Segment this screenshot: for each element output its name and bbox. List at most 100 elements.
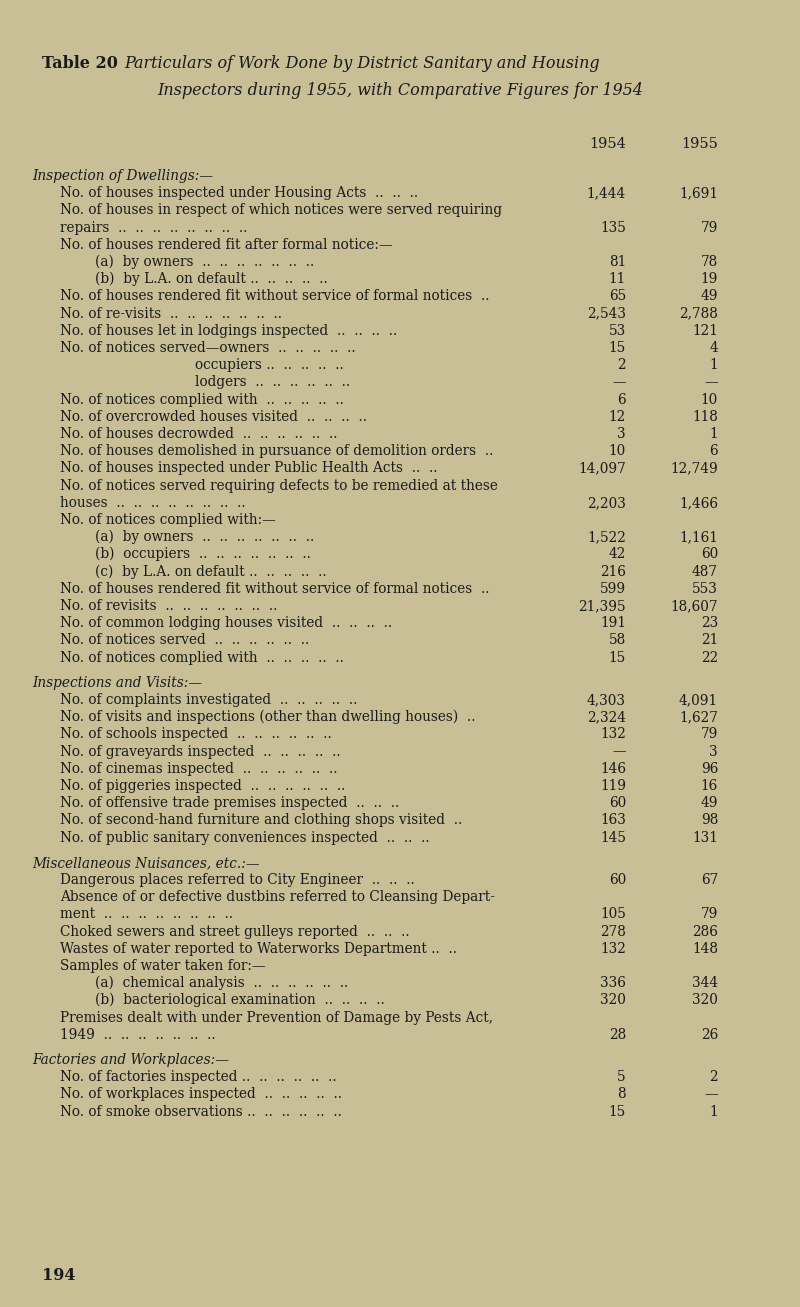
Text: No. of re-visits  ..  ..  ..  ..  ..  ..  ..: No. of re-visits .. .. .. .. .. .. .. — [60, 307, 282, 320]
Text: Inspectors during 1955, with Comparative Figures for 1954: Inspectors during 1955, with Comparative… — [157, 82, 643, 99]
Text: 21: 21 — [701, 634, 718, 647]
Text: No. of common lodging houses visited  ..  ..  ..  ..: No. of common lodging houses visited .. … — [60, 616, 392, 630]
Text: 146: 146 — [600, 762, 626, 776]
Text: 119: 119 — [600, 779, 626, 793]
Text: (b)  bacteriological examination  ..  ..  ..  ..: (b) bacteriological examination .. .. ..… — [95, 993, 385, 1008]
Text: 96: 96 — [701, 762, 718, 776]
Text: 28: 28 — [609, 1027, 626, 1042]
Text: 1955: 1955 — [681, 137, 718, 152]
Text: 58: 58 — [609, 634, 626, 647]
Text: 18,607: 18,607 — [670, 599, 718, 613]
Text: No. of houses inspected under Housing Acts  ..  ..  ..: No. of houses inspected under Housing Ac… — [60, 186, 418, 200]
Text: 2,203: 2,203 — [587, 495, 626, 510]
Text: Inspection of Dwellings:—: Inspection of Dwellings:— — [32, 169, 213, 183]
Text: —: — — [704, 1087, 718, 1102]
Text: 2: 2 — [710, 1070, 718, 1085]
Text: Samples of water taken for:—: Samples of water taken for:— — [60, 959, 266, 972]
Text: —: — — [704, 375, 718, 389]
Text: 1,522: 1,522 — [587, 531, 626, 544]
Text: 1,161: 1,161 — [679, 531, 718, 544]
Text: 148: 148 — [692, 942, 718, 955]
Text: No. of houses in respect of which notices were served requiring: No. of houses in respect of which notice… — [60, 204, 502, 217]
Text: Dangerous places referred to City Engineer  ..  ..  ..: Dangerous places referred to City Engine… — [60, 873, 414, 887]
Text: 15: 15 — [609, 1104, 626, 1119]
Text: 42: 42 — [609, 548, 626, 562]
Text: No. of houses demolished in pursuance of demolition orders  ..: No. of houses demolished in pursuance of… — [60, 444, 494, 459]
Text: 132: 132 — [600, 728, 626, 741]
Text: Factories and Workplaces:—: Factories and Workplaces:— — [32, 1053, 229, 1067]
Text: 10: 10 — [701, 392, 718, 406]
Text: 2,788: 2,788 — [679, 307, 718, 320]
Text: 286: 286 — [692, 924, 718, 938]
Text: 487: 487 — [692, 565, 718, 579]
Text: No. of offensive trade premises inspected  ..  ..  ..: No. of offensive trade premises inspecte… — [60, 796, 399, 810]
Text: 6: 6 — [618, 392, 626, 406]
Text: occupiers ..  ..  ..  ..  ..: occupiers .. .. .. .. .. — [195, 358, 344, 372]
Text: 131: 131 — [692, 831, 718, 844]
Text: 3: 3 — [710, 745, 718, 758]
Text: 163: 163 — [600, 813, 626, 827]
Text: lodgers  ..  ..  ..  ..  ..  ..: lodgers .. .. .. .. .. .. — [195, 375, 350, 389]
Text: 79: 79 — [701, 221, 718, 234]
Text: 336: 336 — [600, 976, 626, 991]
Text: —: — — [612, 745, 626, 758]
Text: No. of overcrowded houses visited  ..  ..  ..  ..: No. of overcrowded houses visited .. .. … — [60, 410, 367, 423]
Text: 118: 118 — [692, 410, 718, 423]
Text: No. of notices complied with  ..  ..  ..  ..  ..: No. of notices complied with .. .. .. ..… — [60, 392, 344, 406]
Text: 132: 132 — [600, 942, 626, 955]
Text: 60: 60 — [701, 548, 718, 562]
Text: 105: 105 — [600, 907, 626, 921]
Text: 78: 78 — [701, 255, 718, 269]
Text: 216: 216 — [600, 565, 626, 579]
Text: 278: 278 — [600, 924, 626, 938]
Text: 60: 60 — [609, 873, 626, 887]
Text: —: — — [612, 375, 626, 389]
Text: 15: 15 — [609, 341, 626, 356]
Text: No. of second-hand furniture and clothing shops visited  ..: No. of second-hand furniture and clothin… — [60, 813, 462, 827]
Text: 67: 67 — [701, 873, 718, 887]
Text: 53: 53 — [609, 324, 626, 337]
Text: 3: 3 — [618, 427, 626, 440]
Text: (c)  by L.A. on default ..  ..  ..  ..  ..: (c) by L.A. on default .. .. .. .. .. — [95, 565, 326, 579]
Text: No. of cinemas inspected  ..  ..  ..  ..  ..  ..: No. of cinemas inspected .. .. .. .. .. … — [60, 762, 338, 776]
Text: Inspections and Visits:—: Inspections and Visits:— — [32, 676, 202, 690]
Text: No. of notices served—owners  ..  ..  ..  ..  ..: No. of notices served—owners .. .. .. ..… — [60, 341, 356, 356]
Text: 1: 1 — [710, 427, 718, 440]
Text: 4,091: 4,091 — [679, 693, 718, 707]
Text: 79: 79 — [701, 907, 718, 921]
Text: 553: 553 — [692, 582, 718, 596]
Text: 11: 11 — [609, 272, 626, 286]
Text: 15: 15 — [609, 651, 626, 664]
Text: 194: 194 — [42, 1266, 75, 1283]
Text: 4,303: 4,303 — [587, 693, 626, 707]
Text: Choked sewers and street gulleys reported  ..  ..  ..: Choked sewers and street gulleys reporte… — [60, 924, 410, 938]
Text: No. of notices served  ..  ..  ..  ..  ..  ..: No. of notices served .. .. .. .. .. .. — [60, 634, 310, 647]
Text: 4: 4 — [710, 341, 718, 356]
Text: No. of houses rendered fit without service of formal notices  ..: No. of houses rendered fit without servi… — [60, 289, 490, 303]
Text: 2,543: 2,543 — [587, 307, 626, 320]
Text: 320: 320 — [692, 993, 718, 1008]
Text: (a)  chemical analysis  ..  ..  ..  ..  ..  ..: (a) chemical analysis .. .. .. .. .. .. — [95, 976, 348, 991]
Text: 23: 23 — [701, 616, 718, 630]
Text: 98: 98 — [701, 813, 718, 827]
Text: 1,691: 1,691 — [679, 186, 718, 200]
Text: 60: 60 — [609, 796, 626, 810]
Text: 191: 191 — [600, 616, 626, 630]
Text: 2,324: 2,324 — [587, 710, 626, 724]
Text: 12,749: 12,749 — [670, 461, 718, 476]
Text: No. of graveyards inspected  ..  ..  ..  ..  ..: No. of graveyards inspected .. .. .. .. … — [60, 745, 341, 758]
Text: 26: 26 — [701, 1027, 718, 1042]
Text: Premises dealt with under Prevention of Damage by Pests Act,: Premises dealt with under Prevention of … — [60, 1010, 493, 1025]
Text: No. of notices complied with:—: No. of notices complied with:— — [60, 514, 276, 527]
Text: (a)  by owners  ..  ..  ..  ..  ..  ..  ..: (a) by owners .. .. .. .. .. .. .. — [95, 529, 314, 544]
Text: 22: 22 — [701, 651, 718, 664]
Text: No. of visits and inspections (other than dwelling houses)  ..: No. of visits and inspections (other tha… — [60, 710, 475, 724]
Text: 8: 8 — [618, 1087, 626, 1102]
Text: 1,627: 1,627 — [679, 710, 718, 724]
Text: 1: 1 — [710, 1104, 718, 1119]
Text: 1949  ..  ..  ..  ..  ..  ..  ..: 1949 .. .. .. .. .. .. .. — [60, 1027, 216, 1042]
Text: houses  ..  ..  ..  ..  ..  ..  ..  ..: houses .. .. .. .. .. .. .. .. — [60, 495, 246, 510]
Text: 2: 2 — [618, 358, 626, 372]
Text: No. of notices complied with  ..  ..  ..  ..  ..: No. of notices complied with .. .. .. ..… — [60, 651, 344, 664]
Text: 12: 12 — [609, 410, 626, 423]
